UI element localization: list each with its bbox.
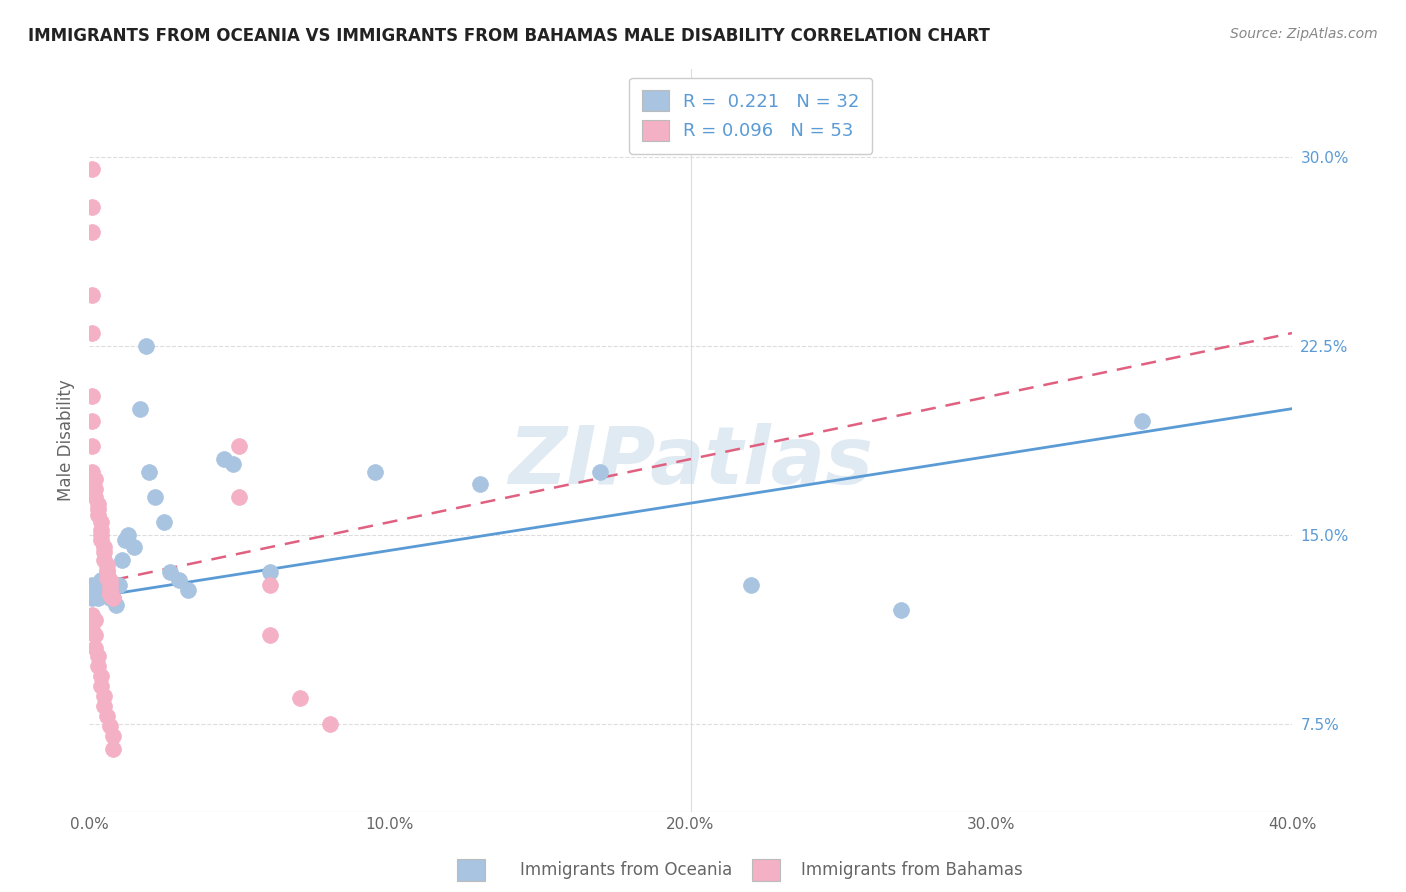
Point <box>93 698 115 713</box>
Point <box>84 641 107 656</box>
Point <box>364 465 387 479</box>
Point <box>589 465 612 479</box>
Point <box>105 599 128 613</box>
Point <box>90 669 112 683</box>
Point <box>228 440 250 454</box>
Point <box>98 719 121 733</box>
Point <box>259 578 281 592</box>
Point <box>259 566 281 580</box>
Point <box>80 440 103 454</box>
Point <box>288 691 311 706</box>
Point <box>108 578 131 592</box>
Point <box>228 490 250 504</box>
Point <box>96 709 118 723</box>
Point <box>80 624 103 638</box>
Point <box>122 541 145 555</box>
Point <box>80 389 103 403</box>
Text: IMMIGRANTS FROM OCEANIA VS IMMIGRANTS FROM BAHAMAS MALE DISABILITY CORRELATION C: IMMIGRANTS FROM OCEANIA VS IMMIGRANTS FR… <box>28 27 990 45</box>
Point <box>111 553 134 567</box>
Point <box>93 541 115 555</box>
Point <box>1130 414 1153 428</box>
Point <box>135 339 157 353</box>
Text: Immigrants from Oceania: Immigrants from Oceania <box>520 861 733 879</box>
Point <box>84 490 107 504</box>
Point <box>98 591 121 605</box>
Point <box>138 465 160 479</box>
Point <box>96 558 118 572</box>
Legend: R =  0.221   N = 32, R = 0.096   N = 53: R = 0.221 N = 32, R = 0.096 N = 53 <box>628 78 872 153</box>
Point <box>80 608 103 623</box>
Point <box>169 573 191 587</box>
Point <box>101 729 124 743</box>
Point <box>96 570 118 584</box>
Point <box>101 591 124 605</box>
Point <box>87 508 110 522</box>
Point <box>890 603 912 617</box>
Point <box>153 515 176 529</box>
Point <box>90 523 112 537</box>
Point <box>90 573 112 587</box>
Text: Immigrants from Bahamas: Immigrants from Bahamas <box>801 861 1024 879</box>
Point <box>87 502 110 516</box>
Point <box>98 585 121 599</box>
Point <box>90 527 112 541</box>
Point <box>129 401 152 416</box>
Point <box>80 288 103 302</box>
Point <box>96 563 118 577</box>
Point <box>84 583 107 598</box>
Point <box>318 716 340 731</box>
Point <box>90 515 112 529</box>
Point <box>159 566 181 580</box>
Point <box>468 477 491 491</box>
Point <box>98 588 121 602</box>
Point <box>101 742 124 756</box>
Point <box>143 490 166 504</box>
Point <box>87 658 110 673</box>
Point <box>84 628 107 642</box>
Point <box>90 533 112 547</box>
Point <box>87 498 110 512</box>
Point <box>80 162 103 177</box>
Point <box>80 225 103 239</box>
Point <box>87 591 110 605</box>
Point <box>80 465 103 479</box>
Point <box>80 591 103 605</box>
Y-axis label: Male Disability: Male Disability <box>58 379 75 501</box>
Point <box>93 545 115 559</box>
Point <box>98 578 121 592</box>
Point <box>222 457 245 471</box>
Point <box>740 578 762 592</box>
Point <box>259 628 281 642</box>
Point <box>93 585 115 599</box>
Point <box>90 679 112 693</box>
Text: Source: ZipAtlas.com: Source: ZipAtlas.com <box>1230 27 1378 41</box>
Point <box>84 483 107 497</box>
Point <box>98 573 121 587</box>
Point <box>177 583 200 598</box>
Point <box>96 578 118 592</box>
Text: ZIPatlas: ZIPatlas <box>508 424 873 501</box>
Point <box>87 648 110 663</box>
Point <box>80 326 103 340</box>
Point <box>101 591 124 605</box>
Point <box>84 472 107 486</box>
Point <box>96 566 118 580</box>
Point <box>93 689 115 703</box>
Point <box>80 414 103 428</box>
Point <box>98 583 121 598</box>
Point <box>214 452 236 467</box>
Point <box>84 613 107 627</box>
Point <box>93 553 115 567</box>
Point <box>80 200 103 214</box>
Point <box>80 578 103 592</box>
Point <box>114 533 136 547</box>
Point <box>117 527 139 541</box>
